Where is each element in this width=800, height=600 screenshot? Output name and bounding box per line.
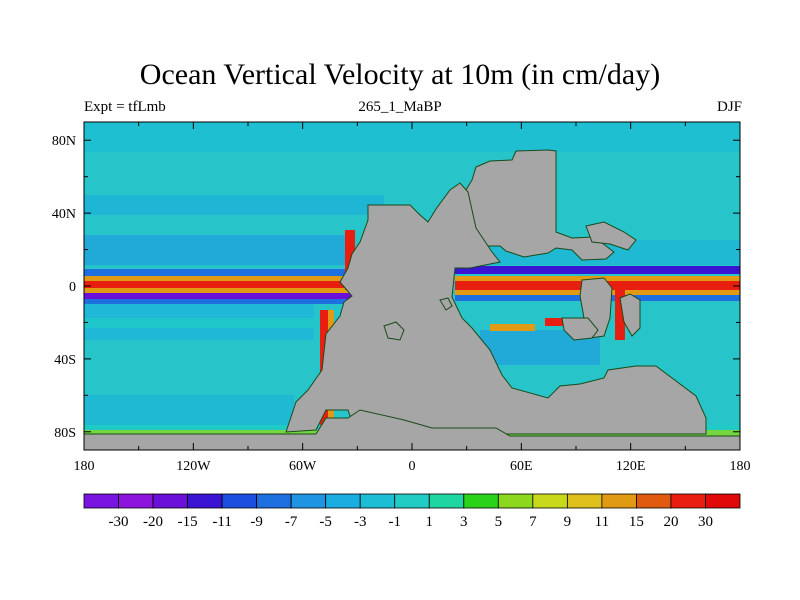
colorbar-label: -1 xyxy=(388,514,401,530)
y-tick-label: 80N xyxy=(52,134,76,149)
colorbar-label: 15 xyxy=(629,514,644,530)
colorbar: -30 -20 -15 -11 -9 -7 -5 -3 -1 1 3 5 7 9 11 15 20 30 xyxy=(83,493,741,530)
colorbar-swatch xyxy=(152,493,188,509)
x-tick-label: 120W xyxy=(176,459,211,474)
field-band xyxy=(455,266,740,274)
x-tick-label: 120E xyxy=(616,459,646,474)
colorbar-swatch xyxy=(670,493,706,509)
colorbar-swatch xyxy=(221,493,258,509)
land-mass xyxy=(619,293,641,337)
map-field xyxy=(84,122,740,450)
colorbar-swatch xyxy=(290,493,327,509)
y-tick-label: 80S xyxy=(54,426,76,441)
colorbar-label: 9 xyxy=(564,514,572,530)
colorbar-label: -5 xyxy=(319,514,332,530)
colorbar-label: -3 xyxy=(354,514,367,530)
colorbar-swatch xyxy=(359,493,396,509)
field-coastal xyxy=(615,290,625,340)
field-band xyxy=(84,299,354,304)
colorbar-swatch xyxy=(325,493,361,509)
colorbar-swatch xyxy=(394,493,430,509)
field-patch xyxy=(84,318,314,328)
x-tick-label: 180 xyxy=(730,459,751,474)
colorbar-label: 20 xyxy=(663,514,678,530)
colorbar-swatch xyxy=(118,493,154,509)
longitude-axis: 180 120W 60W 0 60E 120E 180 xyxy=(74,122,751,474)
x-tick-label: 60E xyxy=(510,459,533,474)
period-label: 265_1_MaBP xyxy=(358,99,442,115)
map-title: Ocean Vertical Velocity at 10m (in cm/da… xyxy=(139,58,661,91)
y-tick-label: 0 xyxy=(69,280,76,295)
colorbar-swatch xyxy=(463,493,499,509)
x-tick-label: 180 xyxy=(74,459,95,474)
colorbar-label: 1 xyxy=(426,514,434,530)
colorbar-swatch xyxy=(601,493,637,509)
colorbar-swatch xyxy=(256,493,292,509)
y-tick-label: 40N xyxy=(52,207,76,222)
colorbar-label: 5 xyxy=(495,514,503,530)
land-mass xyxy=(84,409,740,450)
field-band xyxy=(84,269,374,277)
experiment-label: Expt = tfLmb xyxy=(84,99,166,115)
colorbar-label: 3 xyxy=(460,514,468,530)
colorbar-swatch xyxy=(497,493,534,509)
x-tick-label: 60W xyxy=(289,459,317,474)
colorbar-label: -15 xyxy=(178,514,198,530)
field-band xyxy=(84,293,354,299)
field-band xyxy=(84,281,374,289)
x-tick-label: 0 xyxy=(409,459,416,474)
colorbar-swatch xyxy=(187,493,223,509)
colorbar-swatch xyxy=(636,493,672,509)
colorbar-swatch xyxy=(428,493,465,509)
colorbar-label: -9 xyxy=(250,514,263,530)
field-band xyxy=(84,276,374,282)
colorbar-label: -7 xyxy=(285,514,298,530)
field-band xyxy=(84,288,374,293)
colorbar-swatch xyxy=(83,493,119,509)
latitude-axis: 80N 40N 0 40S 80S xyxy=(52,134,740,441)
field-patch xyxy=(84,395,294,425)
colorbar-label: -20 xyxy=(143,514,163,530)
colorbar-label: -11 xyxy=(212,514,231,530)
colorbar-label: 30 xyxy=(698,514,713,530)
land-mass xyxy=(383,321,405,341)
colorbar-label: -30 xyxy=(109,514,129,530)
land-mass xyxy=(561,317,599,341)
colorbar-swatch xyxy=(532,493,568,509)
field-patch xyxy=(84,235,354,265)
land-mass xyxy=(439,297,453,311)
y-tick-label: 40S xyxy=(54,353,76,368)
land-mass xyxy=(585,221,637,251)
field-coastal xyxy=(490,324,535,331)
colorbar-swatch xyxy=(705,493,741,509)
season-label: DJF xyxy=(716,99,742,115)
field-patch xyxy=(84,195,384,215)
land-mass xyxy=(285,182,707,435)
colorbar-swatch xyxy=(566,493,603,509)
colorbar-label: 7 xyxy=(529,514,537,530)
colorbar-label: 11 xyxy=(595,514,609,530)
